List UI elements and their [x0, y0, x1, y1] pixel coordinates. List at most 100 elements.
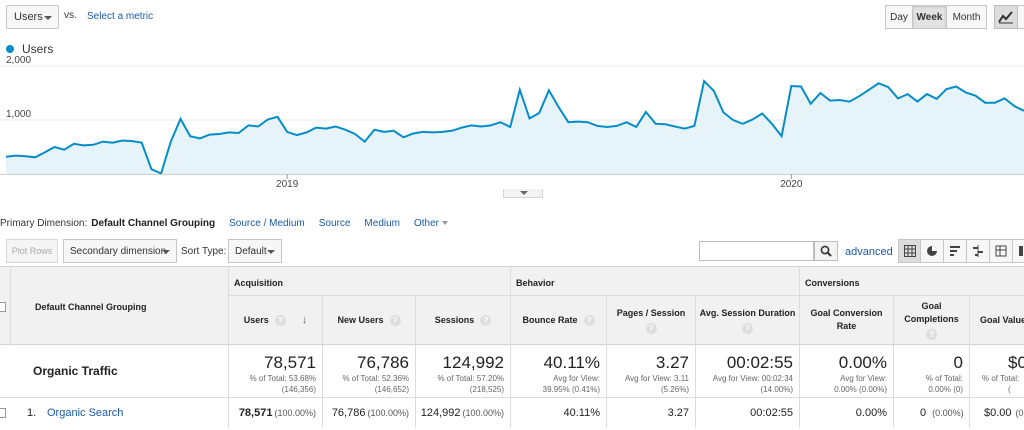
total-goal-conversion-rate: 0.00% Avg for View: 0.00% (0.00%)	[799, 345, 893, 398]
dimension-source-link[interactable]: Source	[318, 218, 351, 229]
total-sessions-line1: % of Total: 57.20%	[437, 374, 504, 383]
dimension-source-medium-link[interactable]: Source / Medium	[229, 218, 305, 229]
search-icon	[820, 245, 832, 257]
acquisition-group-header: Acquisition	[228, 266, 510, 296]
row-dimension-link[interactable]: Organic Search	[47, 407, 124, 419]
row-bounce-rate-value: 40.11%	[563, 407, 601, 419]
primary-dimension-current: Default Channel Grouping	[91, 218, 216, 229]
select-all-checkbox[interactable]	[0, 302, 6, 312]
dimension-medium-link[interactable]: Medium	[364, 218, 400, 229]
granularity-toggle: Day Week Month	[885, 5, 987, 29]
row-pages-session-cell: 3.27	[606, 398, 695, 428]
total-pages-session-value: 3.27	[655, 353, 689, 372]
comparison-view-button[interactable]	[967, 239, 990, 263]
secondary-dimension-select[interactable]: Secondary dimension	[63, 239, 177, 263]
grid-icon	[903, 245, 916, 257]
performance-view-button[interactable]	[944, 239, 967, 263]
row-pages-session-value: 3.27	[667, 407, 689, 419]
row-sessions-pct: (100.00%)	[462, 408, 504, 418]
users-series-line	[5, 79, 1024, 175]
row-users-pct: (100.00%)	[274, 408, 316, 418]
column-header-pages-session[interactable]: Pages / Session ?	[606, 296, 695, 345]
sort-descending-icon[interactable]: ↓	[301, 313, 308, 326]
data-table-view-button[interactable]	[898, 239, 921, 263]
total-avg-session-duration-line1: Avg for View: 00:02:34	[712, 374, 793, 383]
chevron-down-icon	[267, 250, 275, 254]
month-button[interactable]: Month	[947, 5, 987, 29]
term-cloud-view-button[interactable]	[990, 239, 1013, 263]
row-checkbox[interactable]	[0, 408, 6, 418]
help-icon[interactable]: ?	[480, 314, 492, 326]
chevron-down-icon	[162, 250, 170, 254]
metric-select-label: Users	[14, 11, 43, 23]
row-completions-pct: (0.00%)	[932, 408, 964, 418]
row-goal-value-cell: $0.00(0.0	[969, 398, 1024, 428]
row-goal-value-value: $0.00	[984, 407, 1012, 419]
dimension-other-label: Other	[414, 218, 440, 229]
total-users-line2: (146,356)	[281, 385, 316, 394]
column-header-bounce-rate[interactable]: Bounce Rate ?	[510, 296, 606, 345]
row-new-users-pct: (100.00%)	[367, 408, 409, 418]
help-icon[interactable]: ?	[583, 314, 595, 326]
row-new-users-cell: 76,786 (100.00%)	[322, 398, 415, 428]
sort-type-select[interactable]: Default	[228, 239, 282, 263]
row-duration-cell: 00:02:55	[695, 398, 799, 428]
total-pages-session-line1: Avg for View: 3.11	[624, 374, 689, 383]
chart-collapse-handle[interactable]	[503, 189, 543, 198]
total-pages-session-line2: (5.26%)	[660, 385, 689, 394]
users-area-fill	[6, 81, 1024, 174]
pie-view-button[interactable]	[921, 239, 944, 263]
dimension-other-dropdown[interactable]: Other	[414, 218, 449, 229]
total-users: 78,571 % of Total: 53.68% (146,356)	[228, 345, 322, 398]
line-chart-button[interactable]	[994, 5, 1018, 29]
plot-rows-button[interactable]: Plot Rows	[6, 239, 58, 263]
column-header-pages-session-label: Pages / Session	[616, 307, 686, 318]
total-goal-conversion-rate-value: 0.00%	[838, 353, 887, 372]
chevron-down-icon	[44, 16, 52, 20]
column-header-new-users[interactable]: New Users ?	[322, 296, 415, 345]
search-button[interactable]	[814, 241, 838, 261]
row-duration-value: 00:02:55	[750, 407, 793, 419]
row-completions-cell: 0 (0.00%)	[893, 398, 969, 428]
column-header-goal-conversion-rate[interactable]: Goal Conversion Rate	[799, 296, 893, 345]
total-avg-session-duration-line2: (14.00%)	[760, 385, 793, 394]
total-goal-value-line2: (	[1008, 385, 1011, 394]
column-header-goal-completions[interactable]: Goal Completions ?	[893, 296, 969, 345]
total-sessions-value: 124,992	[442, 353, 504, 372]
total-bounce-rate-value: 40.11%	[543, 353, 600, 372]
total-bounce-rate-line2: 39.95% (0.41%)	[542, 385, 600, 394]
table-search-input[interactable]	[699, 241, 814, 261]
column-header-goal-value[interactable]: Goal Value	[969, 296, 1024, 345]
column-header-avg-session-duration-label: Avg. Session Duration	[699, 307, 796, 318]
total-new-users-line1: % of Total: 52.36%	[342, 374, 409, 383]
total-goal-completions-line2: 0.00% (0)	[928, 385, 963, 394]
pie-chart-icon	[927, 246, 937, 256]
select-all-cell	[0, 266, 10, 345]
column-header-sessions[interactable]: Sessions ?	[415, 296, 510, 345]
week-button[interactable]: Week	[913, 5, 947, 29]
total-avg-session-duration-value: 00:02:55	[726, 353, 793, 372]
total-new-users-line2: (146,652)	[374, 385, 409, 394]
conversions-group-header: Conversions	[799, 266, 1024, 296]
total-new-users-value: 76,786	[357, 353, 409, 372]
column-header-avg-session-duration[interactable]: Avg. Session Duration ?	[695, 296, 799, 345]
behavior-group-header: Behavior	[510, 266, 799, 296]
motion-chart-button[interactable]	[1018, 5, 1024, 29]
total-avg-session-duration: 00:02:55 Avg for View: 00:02:34 (14.00%)	[695, 345, 799, 398]
help-icon[interactable]: ?	[274, 314, 286, 326]
help-icon[interactable]: ?	[389, 314, 401, 326]
help-icon[interactable]: ?	[926, 329, 937, 340]
total-bounce-rate-line1: Avg for View:	[553, 374, 600, 383]
metric-select[interactable]: Users	[6, 5, 59, 29]
help-icon[interactable]: ?	[742, 322, 753, 334]
pivot-view-button[interactable]	[1013, 239, 1024, 263]
day-button[interactable]: Day	[885, 5, 913, 29]
help-icon[interactable]: ?	[645, 322, 657, 334]
row-conversion-rate-value: 0.00%	[855, 407, 887, 419]
dimension-column-header[interactable]: Default Channel Grouping	[10, 266, 228, 345]
chart-legend: Users	[6, 42, 53, 56]
advanced-filter-link[interactable]: advanced	[845, 246, 893, 258]
column-header-users[interactable]: Users ? ↓	[228, 296, 322, 345]
select-metric-link[interactable]: Select a metric	[87, 11, 154, 22]
total-goal-value-value: $0	[1008, 353, 1024, 372]
